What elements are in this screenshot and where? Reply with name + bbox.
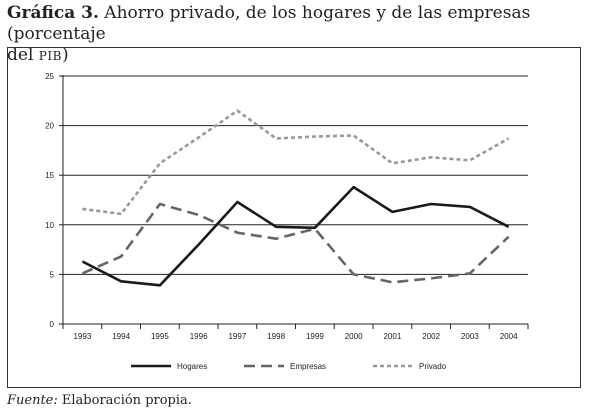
legend-label: Privado (419, 362, 447, 371)
source-label: Fuente: (7, 393, 58, 408)
y-tick-label: 25 (45, 72, 54, 81)
y-tick-label: 20 (45, 122, 54, 131)
series-line-hogares (81, 185, 510, 287)
chart-title-text: Ahorro privado, de los hogares y de las … (7, 3, 531, 44)
x-tick-labels: 1993 1994 1995 1996 1997 1998 1999 2000 2001 2002… (73, 332, 518, 341)
x-tick-label: 2000 (345, 332, 363, 341)
y-tick-label: 5 (50, 270, 55, 279)
grid-lines (63, 75, 528, 275)
x-tick-label: 1994 (112, 332, 130, 341)
chart-title-label: Gráfica 3. (7, 3, 99, 23)
x-tick-label: 2001 (383, 332, 401, 341)
y-tick-label: 15 (45, 171, 54, 180)
chart-title-end: ) (61, 45, 69, 65)
x-tick-label: 1995 (151, 332, 169, 341)
chart-frame (7, 47, 581, 388)
x-tick-label: 2002 (422, 332, 440, 341)
source-text: Elaboración propia. (61, 393, 192, 408)
x-tick-label: 2004 (500, 332, 518, 341)
x-tick-label: 1999 (306, 332, 324, 341)
legend-label: Hogares (177, 362, 207, 371)
y-tick-labels: 0 5 10 15 20 25 (45, 72, 54, 329)
series-line-privado (82, 109, 510, 216)
legend: Hogares Empresas Privado (131, 362, 447, 371)
y-tick-label: 10 (45, 221, 54, 230)
axes (59, 75, 529, 329)
chart-title-text-line2: del (7, 45, 34, 65)
source-note: Fuente: Elaboración propia. (7, 393, 192, 408)
x-tick-label: 1993 (73, 332, 91, 341)
y-tick-label: 0 (50, 320, 55, 329)
series-lines (81, 109, 510, 287)
x-tick-label: 1998 (267, 332, 285, 341)
series-line-empresas (81, 202, 510, 284)
legend-label: Empresas (290, 362, 326, 371)
chart-title-pib: PIB (38, 49, 62, 63)
x-tick-label: 1996 (190, 332, 208, 341)
x-tick-label: 2003 (461, 332, 479, 341)
chart-title: Gráfica 3. Ahorro privado, de los hogare… (7, 3, 585, 67)
x-tick-label: 1997 (228, 332, 246, 341)
